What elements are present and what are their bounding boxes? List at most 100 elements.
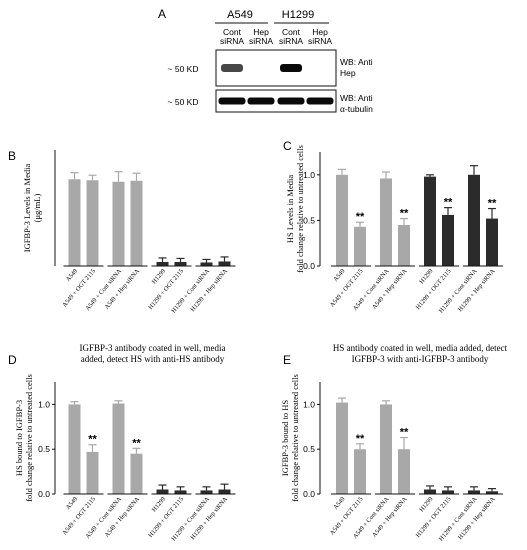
chart-title-line: added, detect HS with anti-HS antibody [81, 354, 225, 364]
bar [468, 490, 480, 494]
bar [68, 404, 81, 494]
blot-strip-tubulin [215, 89, 337, 113]
x-tick-label: A549 [65, 496, 79, 511]
bar [442, 490, 454, 494]
bar [380, 178, 392, 266]
y-tick-label: 1.0 [38, 399, 50, 409]
blot-band [247, 97, 275, 105]
bar [174, 490, 187, 494]
bar [86, 451, 99, 494]
y-tick-label: 0.0 [303, 489, 315, 499]
blot-band [280, 64, 302, 72]
blot-row-hep-bands [221, 64, 302, 72]
bar [424, 176, 436, 266]
bar [398, 449, 410, 494]
bar [468, 174, 480, 266]
bar [424, 489, 436, 494]
y-axis-label-line: HS Levels in Media [285, 175, 295, 243]
panel-letter: E [283, 353, 291, 367]
x-tick-label: A549 [332, 268, 346, 283]
bar [68, 179, 81, 266]
panel-a-western-blot: A A549 H1299 Cont siRNA Hep siRNA Cont s… [158, 7, 373, 114]
bar [336, 402, 348, 494]
lane-4-label-line1: Hep [312, 27, 328, 37]
significance-marker: ** [488, 198, 497, 210]
bar [442, 214, 454, 266]
cell-line-a549-label: A549 [227, 9, 253, 21]
significance-marker: ** [400, 208, 409, 220]
significance-marker: ** [400, 427, 409, 439]
panel-letter: D [8, 353, 17, 367]
y-axis-label-line: HS bound to IGFBP-3 [14, 400, 24, 476]
x-tick-label: A549 + Hep siRNA [103, 495, 141, 538]
x-tick-label: A549 [332, 496, 346, 511]
bar [156, 489, 169, 494]
significance-marker: ** [88, 434, 97, 446]
blot-label-tubulin-line2: α-tubulin [340, 104, 373, 114]
blot-label-tubulin-line1: WB: Anti [340, 93, 373, 103]
lane-1-label-line2: siRNA [220, 36, 244, 46]
bar [156, 261, 169, 266]
bar [218, 261, 231, 266]
lane-2-label-line1: Hep [253, 27, 269, 37]
x-tick-label: A549 + Hep siRNA [371, 495, 409, 538]
x-tick-label: A549 [65, 268, 79, 283]
blot-band [218, 97, 246, 105]
cell-line-h1299-label: H1299 [282, 9, 314, 21]
lane-3-label-line1: Cont [282, 27, 301, 37]
significance-marker: ** [132, 437, 141, 449]
bar [380, 404, 392, 494]
bar [112, 403, 125, 494]
bar [130, 453, 143, 494]
bar [86, 180, 99, 266]
bar [200, 262, 213, 266]
lane-3-label-line2: siRNA [279, 36, 303, 46]
significance-marker: ** [356, 211, 365, 223]
y-tick-label: 0.5 [38, 444, 50, 454]
panel-d-hs-bound-igfbp3-chart: D IGFBP-3 antibody coated in well, mediaa… [8, 343, 236, 543]
bar [486, 218, 498, 266]
bar [398, 224, 410, 266]
y-axis-label-line: fold change relative to untreated cells [295, 145, 305, 273]
bar [486, 491, 498, 494]
y-axis-label-line: IGFBP-3 bound to HS [280, 400, 290, 477]
y-tick-label: 0.0 [303, 261, 315, 271]
blot-label-hep-line1: WB: Anti [340, 57, 373, 67]
y-axis-label-line: fold change relative to untreated cells [24, 374, 34, 502]
blot-marker-hep: ~ 50 KD [168, 64, 199, 74]
panel-e-igfbp3-bound-hs-chart: E HS antibody coated in well, media added… [280, 343, 508, 543]
chart-title-line: IGFBP-3 antibody coated in well, media [80, 343, 226, 353]
y-axis-label-line: fold change relative to untreated cells [290, 374, 300, 502]
bar [218, 489, 231, 494]
significance-marker: ** [444, 197, 453, 209]
chart-title-line: HS antibody coated in well, media added,… [333, 343, 508, 353]
panel-a-letter: A [158, 7, 166, 21]
x-tick-label: H1299 [151, 496, 167, 514]
panel-b-igfbp3-media-chart: B IGFBP-3 Levels in Media (μg/mL) A549 A549 … [8, 149, 236, 315]
bar [200, 490, 213, 494]
x-tick-label: H1299 [418, 496, 434, 514]
significance-marker: ** [356, 433, 365, 445]
blot-band [277, 97, 305, 105]
panel-c-hs-media-chart: C 0.0 0.5 1.0 HS Levels in Media fold change … [283, 139, 503, 315]
blot-band [306, 97, 334, 105]
blot-label-hep-line2: Hep [340, 68, 356, 78]
bar [336, 174, 348, 266]
y-axis-label-line: (μg/mL) [32, 194, 42, 223]
panel-letter: C [283, 139, 292, 153]
y-tick-label: 0.5 [303, 215, 315, 225]
bar [354, 226, 366, 266]
blot-row-tubulin-bands [218, 97, 334, 105]
y-tick-label: 1.0 [303, 399, 315, 409]
lane-1-label-line1: Cont [223, 27, 242, 37]
blot-marker-tubulin: ~ 50 KD [168, 97, 199, 107]
panel-letter: B [8, 149, 16, 163]
chart-title-line: IGFBP-3 with anti-IGFBP-3 antibody [352, 354, 489, 364]
lane-2-label-line2: siRNA [249, 36, 273, 46]
lane-4-label-line2: siRNA [308, 36, 332, 46]
bar [174, 261, 187, 266]
y-axis-label-line: IGFBP-3 Levels in Media [22, 164, 32, 253]
x-tick-label: A549 + Hep siRNA [103, 267, 141, 310]
x-tick-label: H1299 [418, 268, 434, 286]
